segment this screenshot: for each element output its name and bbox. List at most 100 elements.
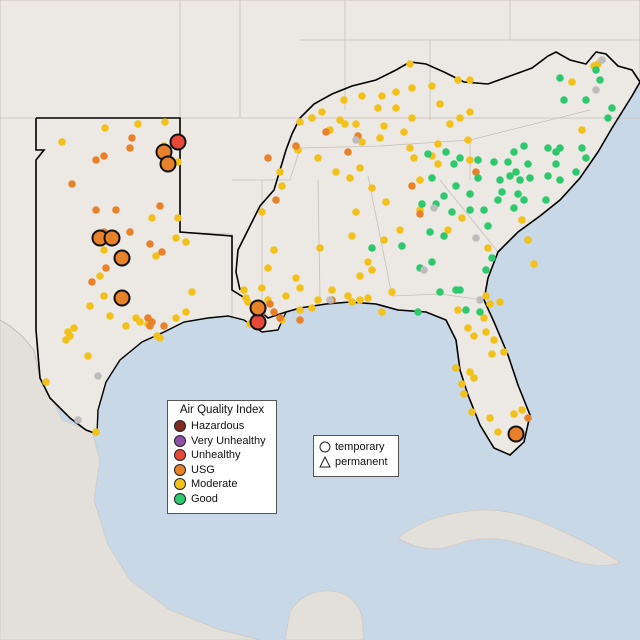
- usg-site-marker[interactable]: [126, 228, 134, 236]
- good-site-marker[interactable]: [510, 148, 518, 156]
- moderate-site-marker[interactable]: [348, 298, 356, 306]
- good-site-marker[interactable]: [440, 192, 448, 200]
- good-site-marker[interactable]: [428, 258, 436, 266]
- good-site-marker[interactable]: [496, 176, 504, 184]
- unhealthy-major-marker[interactable]: [169, 133, 187, 151]
- usg-major-marker[interactable]: [159, 155, 177, 173]
- moderate-site-marker[interactable]: [70, 324, 78, 332]
- moderate-site-marker[interactable]: [568, 78, 576, 86]
- moderate-site-marker[interactable]: [458, 214, 466, 222]
- moderate-site-marker[interactable]: [496, 298, 504, 306]
- moderate-site-marker[interactable]: [244, 298, 252, 306]
- moderate-site-marker[interactable]: [452, 364, 460, 372]
- moderate-site-marker[interactable]: [446, 120, 454, 128]
- moderate-site-marker[interactable]: [406, 144, 414, 152]
- moderate-site-marker[interactable]: [356, 164, 364, 172]
- moderate-site-marker[interactable]: [486, 300, 494, 308]
- good-site-marker[interactable]: [582, 96, 590, 104]
- moderate-site-marker[interactable]: [470, 374, 478, 382]
- moderate-site-marker[interactable]: [352, 120, 360, 128]
- usg-site-marker[interactable]: [126, 144, 134, 152]
- moderate-site-marker[interactable]: [454, 76, 462, 84]
- moderate-site-marker[interactable]: [490, 336, 498, 344]
- moderate-site-marker[interactable]: [392, 88, 400, 96]
- usg-major-marker[interactable]: [249, 299, 267, 317]
- usg-site-marker[interactable]: [160, 322, 168, 330]
- moderate-site-marker[interactable]: [296, 306, 304, 314]
- moderate-site-marker[interactable]: [92, 428, 100, 436]
- good-site-marker[interactable]: [520, 142, 528, 150]
- unhealthy-major-marker[interactable]: [249, 313, 267, 331]
- good-site-marker[interactable]: [480, 206, 488, 214]
- good-site-marker[interactable]: [414, 308, 422, 316]
- moderate-site-marker[interactable]: [346, 174, 354, 182]
- usg-site-marker[interactable]: [92, 156, 100, 164]
- moderate-site-marker[interactable]: [174, 214, 182, 222]
- moderate-site-marker[interactable]: [434, 140, 442, 148]
- moderate-site-marker[interactable]: [314, 154, 322, 162]
- good-site-marker[interactable]: [526, 174, 534, 182]
- moderate-site-marker[interactable]: [466, 156, 474, 164]
- good-site-marker[interactable]: [466, 190, 474, 198]
- moderate-site-marker[interactable]: [96, 272, 104, 280]
- moderate-site-marker[interactable]: [100, 292, 108, 300]
- good-site-marker[interactable]: [426, 228, 434, 236]
- moderate-site-marker[interactable]: [416, 176, 424, 184]
- moderate-site-marker[interactable]: [382, 198, 390, 206]
- usg-major-marker[interactable]: [507, 425, 525, 443]
- good-site-marker[interactable]: [572, 168, 580, 176]
- good-site-marker[interactable]: [428, 174, 436, 182]
- moderate-site-marker[interactable]: [436, 100, 444, 108]
- usg-site-marker[interactable]: [472, 168, 480, 176]
- moderate-site-marker[interactable]: [348, 232, 356, 240]
- moderate-site-marker[interactable]: [470, 332, 478, 340]
- good-site-marker[interactable]: [456, 154, 464, 162]
- good-site-marker[interactable]: [452, 182, 460, 190]
- moderate-site-marker[interactable]: [408, 114, 416, 122]
- good-site-marker[interactable]: [482, 266, 490, 274]
- good-site-marker[interactable]: [398, 242, 406, 250]
- usg-site-marker[interactable]: [266, 300, 274, 308]
- moderate-site-marker[interactable]: [358, 138, 366, 146]
- good-site-marker[interactable]: [514, 190, 522, 198]
- usg-site-marker[interactable]: [102, 264, 110, 272]
- good-site-marker[interactable]: [440, 232, 448, 240]
- good-site-marker[interactable]: [418, 200, 426, 208]
- moderate-site-marker[interactable]: [486, 414, 494, 422]
- moderate-site-marker[interactable]: [282, 292, 290, 300]
- good-site-marker[interactable]: [494, 196, 502, 204]
- moderate-site-marker[interactable]: [530, 260, 538, 268]
- good-site-marker[interactable]: [450, 160, 458, 168]
- usg-site-marker[interactable]: [146, 240, 154, 248]
- moderate-site-marker[interactable]: [378, 308, 386, 316]
- moderate-site-marker[interactable]: [332, 168, 340, 176]
- moderate-site-marker[interactable]: [352, 208, 360, 216]
- moderate-site-marker[interactable]: [134, 120, 142, 128]
- moderate-site-marker[interactable]: [578, 126, 586, 134]
- moderate-site-marker[interactable]: [364, 258, 372, 266]
- moderate-site-marker[interactable]: [376, 134, 384, 142]
- moderate-site-marker[interactable]: [62, 336, 70, 344]
- good-site-marker[interactable]: [490, 158, 498, 166]
- moderate-site-marker[interactable]: [482, 328, 490, 336]
- moderate-site-marker[interactable]: [106, 312, 114, 320]
- good-site-marker[interactable]: [436, 288, 444, 296]
- moderate-site-marker[interactable]: [406, 60, 414, 68]
- usg-site-marker[interactable]: [158, 248, 166, 256]
- usg-site-marker[interactable]: [264, 154, 272, 162]
- good-site-marker[interactable]: [604, 114, 612, 122]
- no-data-site-marker[interactable]: [476, 296, 484, 304]
- usg-site-marker[interactable]: [272, 196, 280, 204]
- moderate-site-marker[interactable]: [408, 84, 416, 92]
- usg-site-marker[interactable]: [296, 316, 304, 324]
- no-data-site-marker[interactable]: [326, 296, 334, 304]
- moderate-site-marker[interactable]: [341, 120, 349, 128]
- moderate-site-marker[interactable]: [296, 118, 304, 126]
- moderate-site-marker[interactable]: [444, 226, 452, 234]
- usg-site-marker[interactable]: [100, 152, 108, 160]
- usg-site-marker[interactable]: [524, 414, 532, 422]
- good-site-marker[interactable]: [506, 172, 514, 180]
- good-site-marker[interactable]: [552, 160, 560, 168]
- moderate-site-marker[interactable]: [188, 288, 196, 296]
